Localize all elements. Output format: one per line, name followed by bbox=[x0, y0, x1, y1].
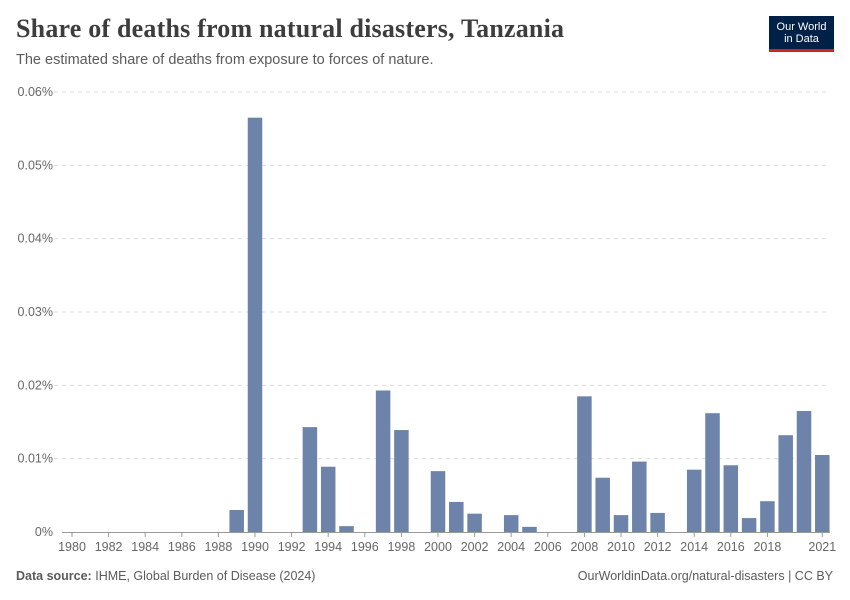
chart-title: Share of deaths from natural disasters, … bbox=[16, 14, 565, 43]
x-tick-label: 1998 bbox=[387, 540, 415, 554]
bar-1997[interactable] bbox=[375, 390, 391, 532]
bar-1998[interactable] bbox=[394, 430, 409, 532]
chart-subtitle: The estimated share of deaths from expos… bbox=[16, 52, 434, 68]
bar-2010[interactable] bbox=[613, 515, 629, 532]
bar-2021[interactable] bbox=[815, 455, 830, 532]
bar-1990[interactable] bbox=[247, 117, 263, 533]
x-tick-label: 2012 bbox=[644, 540, 672, 554]
data-source-link[interactable]: IHME, Global Burden of Disease (2024) bbox=[95, 569, 316, 583]
y-tick-label: 0.06% bbox=[18, 85, 53, 99]
x-tick-label: 2016 bbox=[717, 540, 745, 554]
x-tick-label: 2010 bbox=[607, 540, 635, 554]
bar-2000[interactable] bbox=[430, 471, 446, 532]
x-tick-label: 1982 bbox=[95, 540, 123, 554]
bar-2011[interactable] bbox=[632, 461, 647, 532]
bar-2019[interactable] bbox=[778, 435, 793, 532]
bar-1994[interactable] bbox=[320, 466, 336, 532]
x-tick-label: 2002 bbox=[461, 540, 489, 554]
logo-line-2: in Data bbox=[784, 33, 819, 45]
x-tick-label: 1990 bbox=[241, 540, 269, 554]
data-source: Data source: IHME, Global Burden of Dise… bbox=[16, 569, 315, 583]
bar-1989[interactable] bbox=[229, 510, 244, 532]
bar-2009[interactable] bbox=[595, 477, 610, 532]
bar-1993[interactable] bbox=[302, 427, 318, 532]
bar-2005[interactable] bbox=[522, 526, 537, 532]
bar-2012[interactable] bbox=[650, 512, 665, 532]
bars bbox=[229, 117, 830, 533]
bar-2008[interactable] bbox=[577, 396, 592, 532]
y-axis-ticks: 0% 0.01% 0.02% 0.03% 0.04% 0.05% 0.06% bbox=[18, 85, 53, 539]
bar-2004[interactable] bbox=[503, 515, 519, 532]
bar-2015[interactable] bbox=[705, 413, 720, 532]
owid-logo[interactable]: Our World in Data bbox=[769, 16, 834, 52]
x-tick-label: 2008 bbox=[570, 540, 598, 554]
y-tick-label: 0.04% bbox=[18, 232, 53, 246]
bar-2016[interactable] bbox=[723, 465, 739, 532]
data-source-label: Data source: bbox=[16, 569, 92, 583]
license-link[interactable]: OurWorldinData.org/natural-disasters | C… bbox=[577, 569, 833, 583]
x-tick-label: 1996 bbox=[351, 540, 379, 554]
x-tick-label: 2021 bbox=[808, 540, 836, 554]
y-tick-label: 0% bbox=[35, 525, 53, 539]
bar-2014[interactable] bbox=[686, 469, 702, 532]
x-tick-label: 1992 bbox=[278, 540, 306, 554]
x-tick-label: 1986 bbox=[168, 540, 196, 554]
y-tick-label: 0.05% bbox=[18, 158, 53, 172]
bar-2001[interactable] bbox=[449, 501, 464, 532]
x-tick-label: 2000 bbox=[424, 540, 452, 554]
x-tick-label: 1984 bbox=[131, 540, 159, 554]
x-tick-label: 2014 bbox=[680, 540, 708, 554]
y-tick-label: 0.02% bbox=[18, 378, 53, 392]
y-tick-label: 0.03% bbox=[18, 305, 53, 319]
x-tick-label: 2004 bbox=[497, 540, 525, 554]
logo-line-1: Our World bbox=[776, 21, 827, 33]
y-tick-label: 0.01% bbox=[18, 452, 53, 466]
bar-2020[interactable] bbox=[796, 411, 812, 532]
bar-2002[interactable] bbox=[467, 513, 482, 532]
x-axis-ticks: 1980 1982 1984 1986 1988 1990 1992 1994 1996 1998… bbox=[58, 532, 836, 554]
x-tick-label: 1980 bbox=[58, 540, 86, 554]
bar-1995[interactable] bbox=[339, 526, 354, 532]
bar-2018[interactable] bbox=[760, 501, 775, 532]
bar-2017[interactable] bbox=[741, 518, 757, 532]
x-tick-label: 2006 bbox=[534, 540, 562, 554]
x-tick-label: 1994 bbox=[314, 540, 342, 554]
gridlines bbox=[54, 91, 830, 460]
x-tick-label: 2018 bbox=[753, 540, 781, 554]
x-tick-label: 1988 bbox=[204, 540, 232, 554]
